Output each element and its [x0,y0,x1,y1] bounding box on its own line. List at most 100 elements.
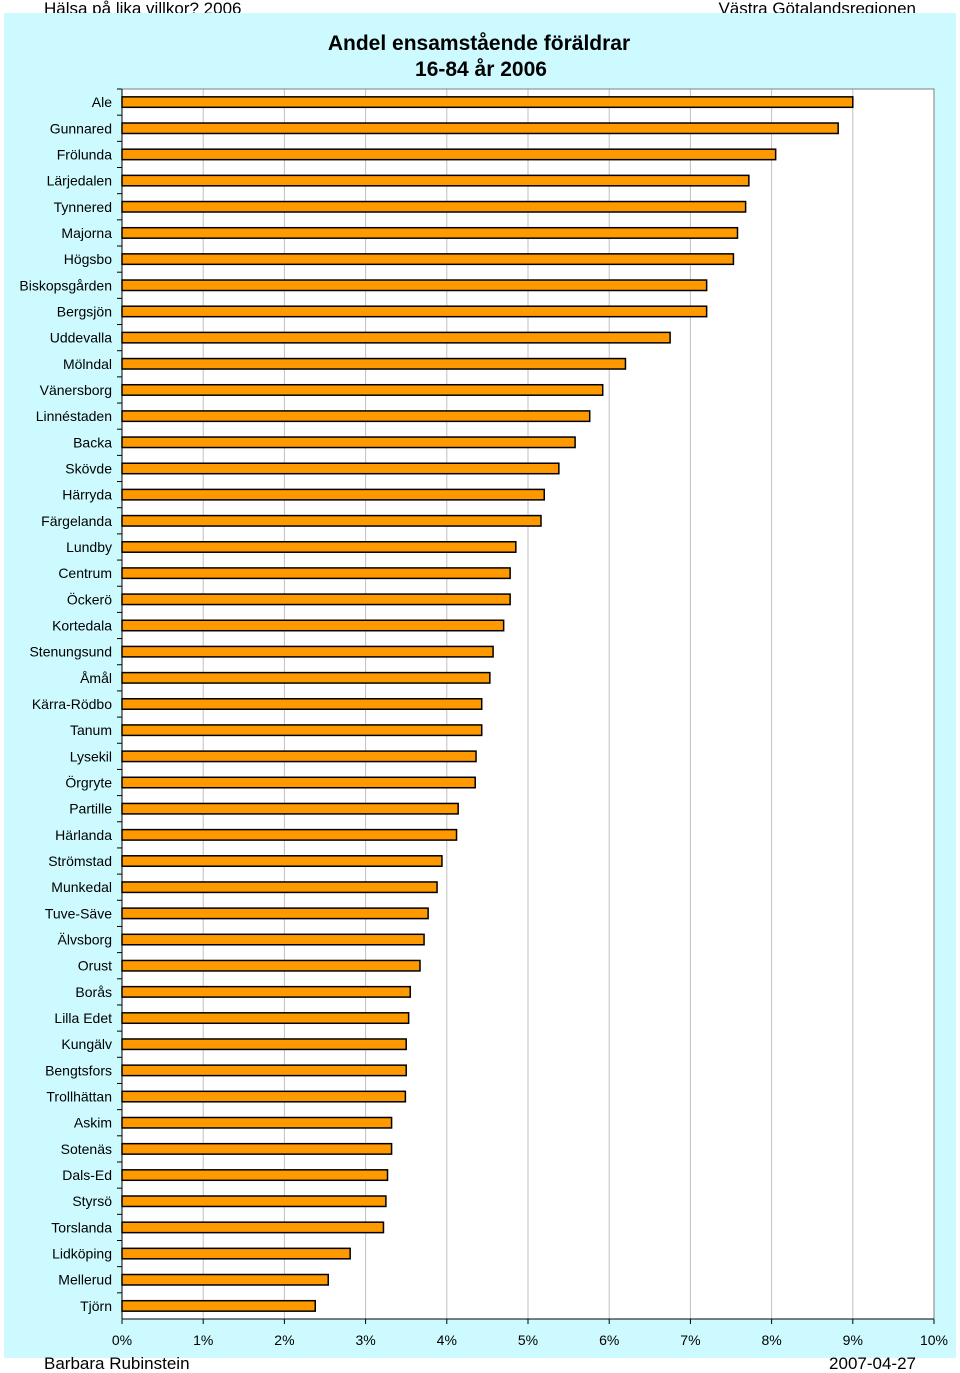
category-label: Trollhättan [46,1089,112,1105]
bar [121,1142,393,1155]
bar [121,881,438,894]
category-label: Mölndal [63,356,112,372]
bar [121,1012,410,1025]
category-label: Orust [78,958,112,974]
bar [121,200,747,213]
bar [121,1221,385,1234]
bars [121,96,854,1312]
category-labels: Ale Gunnared Frölunda Lärjedalen Tynnered Maj… [19,88,122,1314]
bar [121,436,576,449]
category-label: Bengtsfors [45,1062,112,1078]
chart-subtitle: 16-84 år 2006 [415,58,547,81]
bar [121,855,443,868]
bar [121,828,458,841]
footer-right-text: 2007-04-27 [829,1354,916,1373]
category-label: Bergsjön [57,303,112,319]
category-label: Örgryte [65,774,112,791]
x-tick-label: 2% [274,1332,294,1348]
category-label: Mellerud [58,1272,112,1288]
category-label: Tuve-Säve [45,905,112,921]
category-label: Tjörn [80,1298,112,1314]
category-label: Centrum [58,565,112,581]
category-label: Askim [74,1115,112,1131]
bar [121,1090,407,1103]
category-label: Kungälv [61,1036,112,1052]
bar [121,776,476,789]
bar [121,148,777,161]
category-label: Högsbo [64,251,112,267]
category-label: Härlanda [55,827,112,843]
bar [121,1064,407,1077]
category-label: Munkedal [51,879,112,895]
bar [121,226,739,239]
category-label: Lärjedalen [47,173,112,189]
category-label: Skövde [65,460,112,476]
bar [121,959,421,972]
category-label: Kortedala [52,617,112,633]
chart-title: Andel ensamstående föräldrar [328,32,630,55]
bar [121,907,429,920]
bar [121,593,511,606]
bar [121,671,491,684]
category-label: Öckerö [67,590,112,607]
page-footer: Barbara Rubinstein 2007-04-27 [0,1355,960,1373]
category-label: Färgelanda [41,513,112,529]
category-label: Lysekil [70,748,112,764]
x-tick-label: 7% [680,1332,700,1348]
category-label: Dals-Ed [62,1167,112,1183]
bar [121,96,854,109]
bar [121,1169,389,1182]
x-tick-label: 4% [437,1332,457,1348]
bar [121,1247,351,1260]
bar [121,357,627,370]
category-label: Tanum [70,722,112,738]
category-label: Frölunda [57,146,112,162]
category-label: Lilla Edet [54,1010,112,1026]
x-tick-label: 10% [920,1332,948,1348]
x-tick-label: 5% [518,1332,538,1348]
bar [121,488,545,501]
category-label: Backa [73,434,112,450]
bar [121,331,671,344]
category-label: Styrsö [72,1193,112,1209]
bar [121,933,425,946]
bar [121,724,483,737]
bar [121,645,494,658]
bar [121,383,604,396]
category-label: Sotenäs [61,1141,112,1157]
category-label: Älvsborg [58,932,112,948]
bar [121,802,459,815]
bar [121,1038,407,1051]
category-label: Partille [69,801,112,817]
bar [121,619,505,632]
category-label: Biskopsgården [19,277,112,293]
bar [121,1299,317,1312]
bar [121,410,591,423]
category-label: Stenungsund [29,644,112,660]
category-label: Lundby [66,539,112,555]
x-tick-label: 9% [843,1332,863,1348]
category-label: Åmål [80,670,112,686]
bar [121,985,412,998]
bar [121,1116,393,1129]
bar [121,122,839,135]
category-label: Ale [92,94,112,110]
bar [121,253,735,266]
category-label: Lidköping [52,1246,112,1262]
category-label: Gunnared [50,120,112,136]
category-label: Borås [75,984,112,1000]
bar [121,1273,329,1286]
category-label: Tynnered [54,199,112,215]
x-tick-label: 6% [599,1332,619,1348]
category-label: Strömstad [48,853,112,869]
x-tick-label: 8% [761,1332,781,1348]
category-label: Uddevalla [50,330,112,346]
bar [121,462,560,475]
category-label: Kärra-Rödbo [32,696,112,712]
bar [121,305,708,318]
bar [121,750,477,763]
bar [121,514,542,527]
footer-left-text: Barbara Rubinstein [44,1354,190,1373]
bar [121,1195,387,1208]
